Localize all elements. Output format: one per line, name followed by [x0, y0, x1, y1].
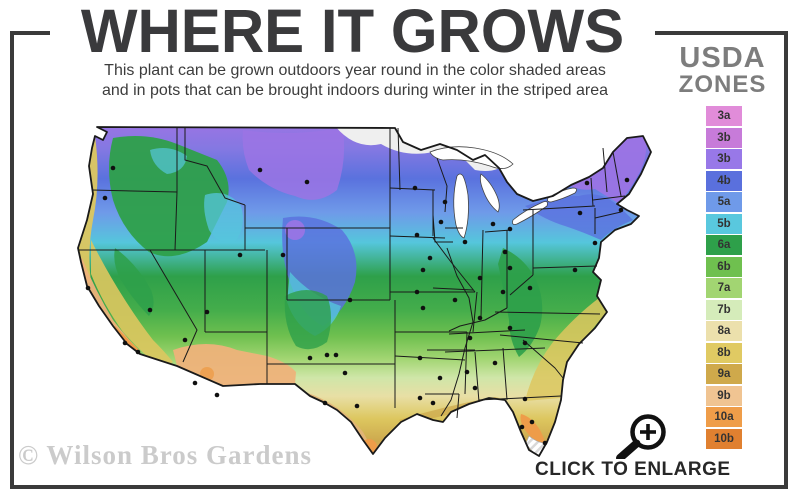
legend-zone-chip: 3a: [706, 106, 742, 126]
legend-title-usda: USDA: [679, 42, 766, 74]
magnifier-plus-icon[interactable]: [595, 405, 675, 463]
watermark: © Wilson Bros Gardens: [18, 440, 312, 470]
usda-zones-map[interactable]: [55, 100, 675, 475]
frame-right: [784, 31, 788, 489]
page-title: WHERE IT GROWS: [80, 0, 625, 66]
legend-zone-chip: 7b: [706, 299, 742, 320]
city-dots: [85, 165, 630, 446]
legend-zone-chip: 3b: [706, 149, 742, 169]
legend-zone-chip: 10a: [706, 407, 742, 427]
great-lakes: [429, 146, 577, 239]
us-map-graphic: [77, 126, 652, 457]
legend-zone-chip: 6a: [706, 235, 742, 255]
legend-title-zones: ZONES: [678, 71, 767, 98]
legend-zone-chip: 4b: [706, 170, 742, 191]
legend-zone-chip: 6b: [706, 256, 742, 277]
subtitle-line-2: and in pots that can be brought indoors …: [101, 82, 609, 99]
legend-zone-chip: 8b: [706, 342, 742, 363]
legend-zone-chip: 5b: [706, 213, 742, 234]
frame-top-right-segment: [655, 31, 788, 35]
legend-zone-chip: 5a: [706, 192, 742, 212]
subtitle: This plant can be grown outdoors year ro…: [60, 61, 650, 101]
usda-zones-legend: 3a 3b 3b 4b 5a 5b 6a 6b 7a 7b 8a 8b 9a 9b 10a 10b: [706, 106, 742, 450]
legend-zone-chip: 8a: [706, 321, 742, 341]
frame-top-left-segment: [10, 31, 50, 35]
frame-left: [10, 31, 14, 489]
enlarge-label[interactable]: CLICK TO ENLARGE: [535, 459, 731, 481]
frame-bottom: [10, 485, 788, 489]
legend-zone-chip: 9b: [706, 385, 742, 406]
legend-zone-chip: 10b: [706, 428, 742, 449]
legend-zone-chip: 3b: [706, 127, 742, 148]
legend-zone-chip: 9a: [706, 364, 742, 384]
legend-title: USDA ZONES: [660, 44, 785, 97]
subtitle-line-1: This plant can be grown outdoors year ro…: [104, 62, 606, 79]
legend-zone-chip: 7a: [706, 278, 742, 298]
